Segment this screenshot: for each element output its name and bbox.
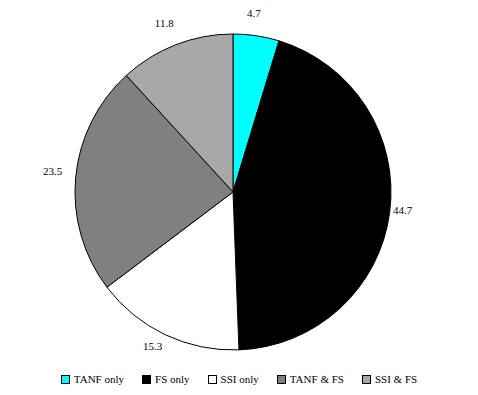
html-text:TANF only: TANF only	[73, 373, 124, 385]
html-text:SSI & FS: SSI & FS	[374, 373, 418, 385]
svg-text:11.8: 11.8	[155, 17, 174, 29]
svg-text:23.5: 23.5	[43, 165, 63, 177]
svg-text:4.7: 4.7	[247, 7, 261, 19]
svg-text:44.7: 44.7	[393, 204, 413, 216]
html-text:TANF & FS: TANF & FS	[289, 373, 344, 385]
html-text:SSI only: SSI only	[220, 373, 259, 385]
html-text:FS only: FS only	[155, 373, 190, 385]
svg-text:15.3: 15.3	[143, 340, 163, 352]
